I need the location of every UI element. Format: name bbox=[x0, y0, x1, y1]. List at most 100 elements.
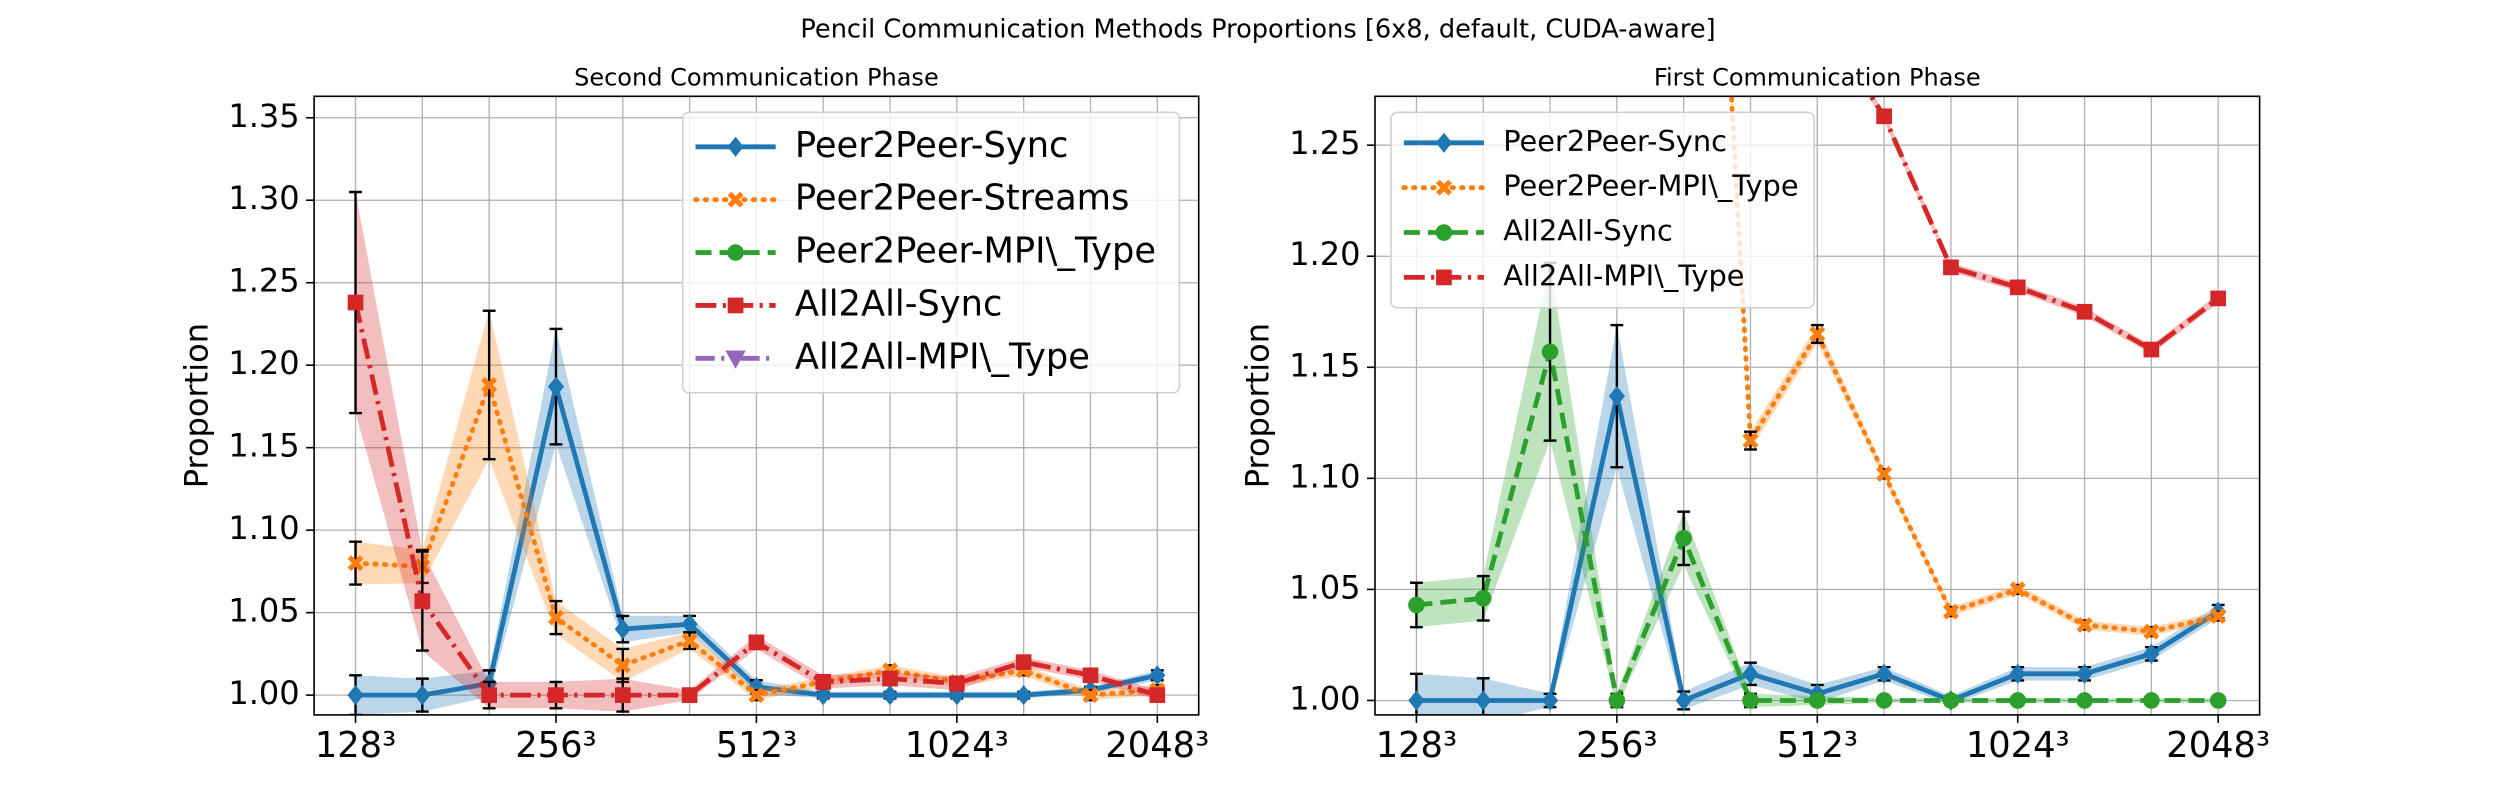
figure-title: Pencil Communication Methods Proportions… bbox=[800, 15, 1715, 45]
marker bbox=[681, 687, 698, 703]
chart-title: First Communication Phase bbox=[1654, 64, 1981, 92]
x-tick-label: 1024³ bbox=[905, 725, 1009, 766]
legend-label: Peer2Peer-Sync bbox=[1503, 124, 1727, 158]
marker bbox=[1942, 692, 1960, 709]
marker bbox=[1876, 108, 1892, 125]
marker bbox=[1675, 690, 1692, 711]
y-axis-label: Proportion bbox=[1239, 323, 1277, 488]
legend-label: Peer2Peer-MPI\_Type bbox=[1503, 169, 1798, 203]
marker bbox=[614, 687, 631, 703]
marker bbox=[1875, 692, 1893, 709]
marker bbox=[1876, 663, 1893, 684]
marker bbox=[1408, 690, 1425, 711]
marker bbox=[727, 297, 744, 314]
marker bbox=[1149, 687, 1166, 703]
marker bbox=[1474, 590, 1492, 607]
y-tick-label: 1.35 bbox=[228, 97, 299, 135]
marker bbox=[1435, 132, 1452, 153]
marker bbox=[1435, 224, 1453, 241]
y-tick-label: 1.15 bbox=[1289, 346, 1360, 384]
legend: Peer2Peer-Sync Peer2Peer-Streams Peer2Peer… bbox=[681, 111, 1181, 394]
marker bbox=[2143, 692, 2160, 709]
marker bbox=[1082, 687, 1099, 704]
marker bbox=[815, 674, 832, 690]
plot-area bbox=[347, 190, 1166, 715]
marker bbox=[1809, 692, 1826, 709]
marker bbox=[481, 687, 498, 703]
marker bbox=[547, 609, 564, 626]
marker bbox=[681, 632, 698, 649]
marker bbox=[2210, 290, 2227, 307]
legend-label: All2All-Sync bbox=[795, 283, 1003, 324]
legend-label: Peer2Peer-Streams bbox=[795, 178, 1130, 219]
y-axis-label: Proportion bbox=[178, 323, 216, 488]
marker bbox=[414, 593, 431, 609]
marker bbox=[1015, 685, 1032, 706]
marker bbox=[2009, 279, 2026, 296]
error-band bbox=[355, 191, 1158, 712]
legend-label: All2All-MPI\_Type bbox=[795, 336, 1090, 377]
marker bbox=[2076, 663, 2093, 684]
marker bbox=[548, 687, 564, 703]
x-tick-label: 512³ bbox=[716, 725, 797, 766]
y-tick-label: 1.10 bbox=[228, 509, 299, 547]
marker bbox=[614, 619, 631, 640]
marker bbox=[1475, 690, 1492, 711]
x-tick-label: 256³ bbox=[515, 725, 596, 766]
marker bbox=[1015, 654, 1032, 670]
y-tick-label: 1.00 bbox=[1289, 679, 1360, 717]
marker bbox=[1675, 530, 1692, 547]
marker bbox=[347, 555, 364, 572]
x-tick-label: 2048³ bbox=[1105, 725, 1209, 766]
plot-frame bbox=[1374, 95, 2261, 716]
y-tick-label: 1.25 bbox=[228, 262, 299, 300]
marker bbox=[547, 376, 565, 397]
marker bbox=[1408, 596, 1425, 614]
marker bbox=[1541, 343, 1559, 361]
marker bbox=[1435, 179, 1452, 196]
marker bbox=[1082, 667, 1099, 684]
legend-box bbox=[681, 111, 1181, 394]
marker bbox=[725, 350, 746, 369]
legend-label: Peer2Peer-MPI\_Type bbox=[795, 231, 1156, 272]
x-tick-label: 128³ bbox=[1376, 725, 1457, 766]
marker bbox=[1541, 690, 1559, 711]
marker bbox=[948, 675, 965, 692]
marker bbox=[748, 634, 765, 651]
y-tick-label: 1.30 bbox=[228, 179, 299, 217]
marker bbox=[2009, 581, 2026, 598]
marker bbox=[727, 136, 744, 157]
marker bbox=[1943, 259, 1959, 276]
marker bbox=[727, 191, 744, 208]
y-tick-label: 1.05 bbox=[1289, 568, 1360, 606]
marker bbox=[1742, 663, 1759, 684]
marker bbox=[881, 685, 899, 706]
marker bbox=[2143, 341, 2160, 358]
marker bbox=[2210, 608, 2227, 625]
x-tick-label: 2048³ bbox=[2166, 725, 2270, 766]
x-tick-label: 128³ bbox=[315, 725, 396, 766]
marker bbox=[1809, 325, 1826, 342]
marker bbox=[2209, 692, 2227, 709]
marker bbox=[1608, 692, 1626, 709]
legend-label: All2All-Sync bbox=[1503, 214, 1673, 248]
marker bbox=[481, 377, 498, 393]
chart-title: Second Communication Phase bbox=[574, 64, 939, 92]
marker bbox=[1608, 386, 1625, 407]
marker bbox=[1742, 432, 1759, 449]
y-tick-label: 1.20 bbox=[228, 344, 299, 382]
x-tick-label: 256³ bbox=[1576, 725, 1657, 766]
marker bbox=[2076, 616, 2093, 633]
y-tick-label: 1.05 bbox=[228, 592, 299, 630]
legend-label: Peer2Peer-Sync bbox=[795, 125, 1069, 166]
marker bbox=[2143, 643, 2160, 664]
legend-label: All2All-MPI\_Type bbox=[1503, 258, 1744, 292]
marker bbox=[748, 687, 765, 704]
marker bbox=[1436, 269, 1452, 286]
y-tick-label: 1.20 bbox=[1289, 235, 1360, 273]
y-tick-label: 1.10 bbox=[1289, 457, 1360, 495]
marker bbox=[2076, 692, 2093, 709]
legend-box bbox=[1390, 111, 1815, 309]
marker bbox=[2009, 663, 2026, 684]
